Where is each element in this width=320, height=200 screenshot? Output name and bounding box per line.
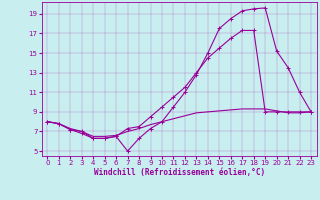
X-axis label: Windchill (Refroidissement éolien,°C): Windchill (Refroidissement éolien,°C) [94, 168, 265, 177]
